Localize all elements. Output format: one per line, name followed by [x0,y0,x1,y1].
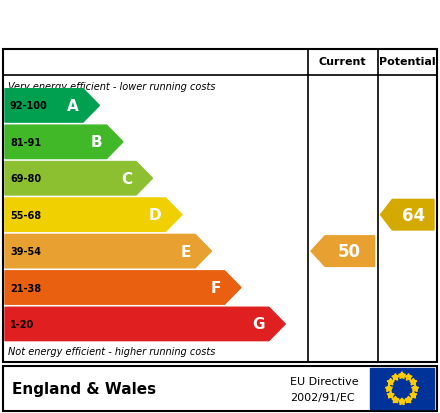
Text: Energy Efficiency Rating: Energy Efficiency Rating [11,14,299,34]
Polygon shape [5,308,285,341]
Polygon shape [5,90,99,123]
Text: 69-80: 69-80 [10,174,41,184]
Polygon shape [399,398,406,405]
Polygon shape [5,162,153,195]
Text: 64: 64 [402,206,425,224]
Text: G: G [253,317,265,332]
Text: E: E [181,244,191,259]
Polygon shape [381,200,434,230]
Text: Not energy efficient - higher running costs: Not energy efficient - higher running co… [8,347,215,356]
Text: 55-68: 55-68 [10,210,41,220]
Text: 2002/91/EC: 2002/91/EC [290,392,355,402]
Polygon shape [399,372,406,379]
Text: 39-54: 39-54 [10,247,41,256]
Text: EU Directive: EU Directive [290,376,359,386]
Text: 50: 50 [338,242,361,261]
Polygon shape [387,378,394,385]
Text: 1-20: 1-20 [10,319,34,329]
Text: 92-100: 92-100 [10,101,48,111]
Polygon shape [387,392,394,398]
Text: Potential: Potential [379,57,436,67]
Polygon shape [411,385,418,392]
Polygon shape [5,126,123,159]
Polygon shape [5,199,182,232]
Text: Very energy efficient - lower running costs: Very energy efficient - lower running co… [8,82,216,92]
Text: F: F [210,280,220,295]
Polygon shape [311,236,374,267]
Polygon shape [392,396,399,403]
Polygon shape [5,271,241,304]
Text: D: D [149,208,161,223]
Polygon shape [405,396,412,403]
Text: 21-38: 21-38 [10,283,41,293]
Polygon shape [405,374,412,380]
Bar [370,368,434,409]
Text: A: A [67,99,79,114]
Polygon shape [410,392,417,398]
Text: 81-91: 81-91 [10,138,41,147]
Polygon shape [5,235,212,268]
Polygon shape [392,374,399,380]
Text: Current: Current [319,57,367,67]
Text: C: C [121,171,132,186]
Text: England & Wales: England & Wales [12,381,156,396]
Text: B: B [91,135,103,150]
Polygon shape [410,378,417,385]
Polygon shape [385,385,392,392]
